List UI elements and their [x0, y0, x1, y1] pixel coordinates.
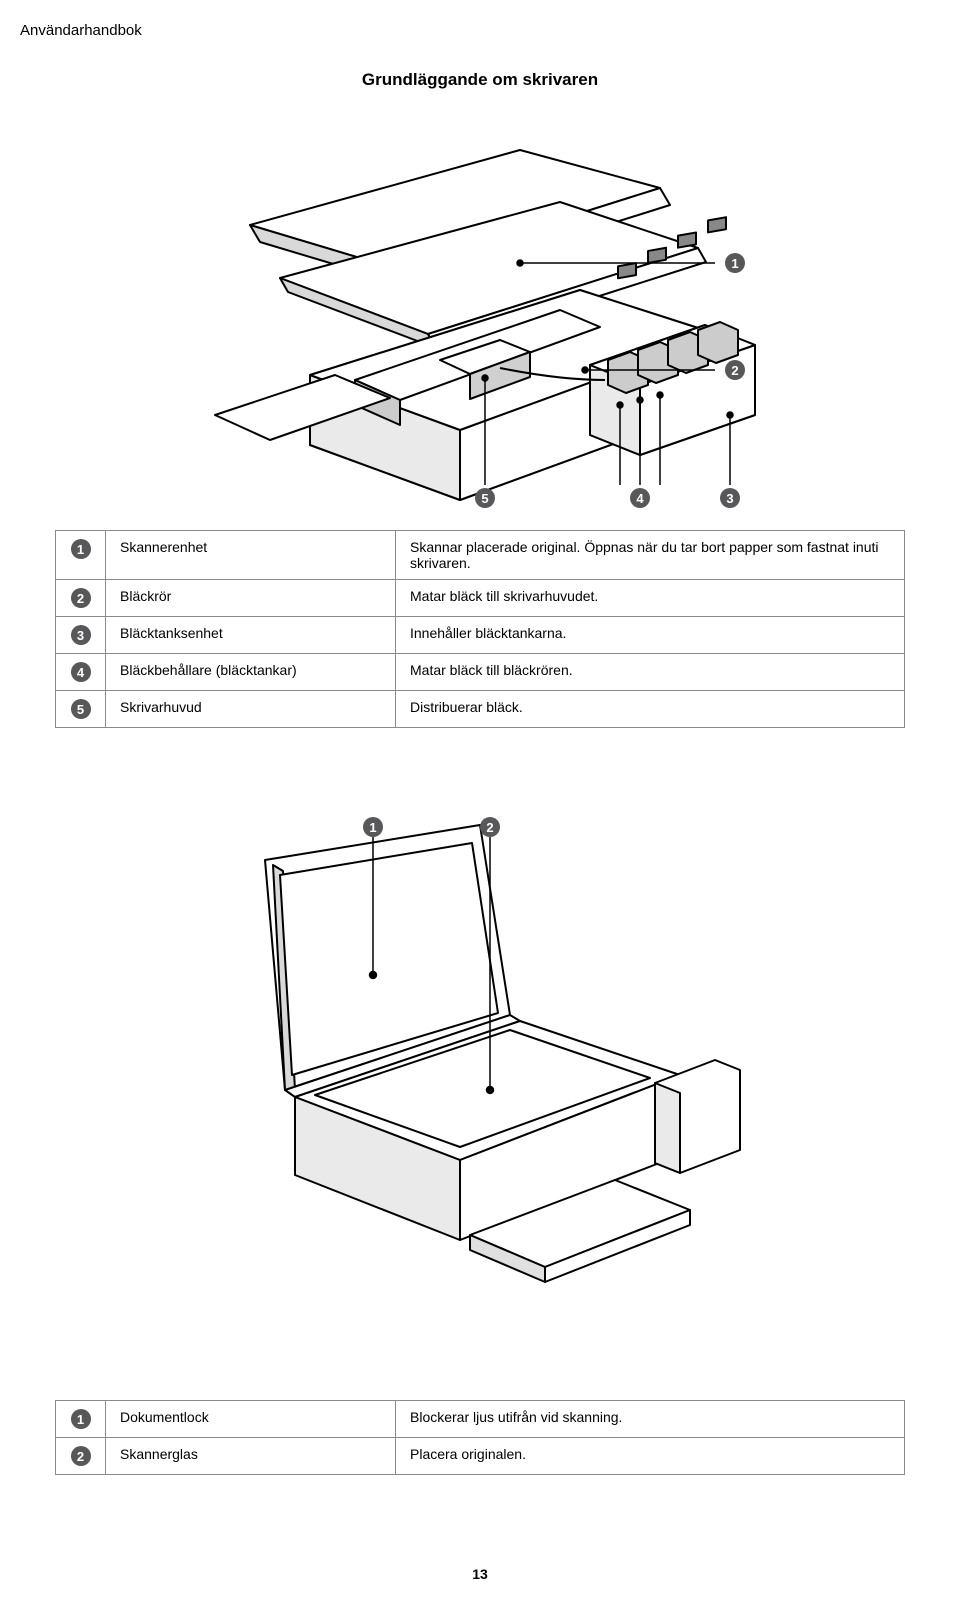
table-row: 4 Bläckbehållare (bläcktankar) Matar blä… — [56, 654, 905, 691]
part-desc: Innehåller bläcktankarna. — [396, 617, 905, 654]
parts-table-1: 1 Skannerenhet Skannar placerade origina… — [55, 530, 905, 728]
callout-3: 3 — [720, 488, 740, 508]
part-desc: Skannar placerade original. Öppnas när d… — [396, 531, 905, 580]
part-desc: Distribuerar bläck. — [396, 691, 905, 728]
table-row: 3 Bläcktanksenhet Innehåller bläcktankar… — [56, 617, 905, 654]
part-desc: Blockerar ljus utifrån vid skanning. — [396, 1401, 905, 1438]
table-row: 1 Dokumentlock Blockerar ljus utifrån vi… — [56, 1401, 905, 1438]
row-num: 2 — [71, 588, 91, 608]
row-num: 4 — [71, 662, 91, 682]
part-name: Skrivarhuvud — [106, 691, 396, 728]
header-top: Användarhandbok — [20, 22, 142, 39]
table-row: 5 Skrivarhuvud Distribuerar bläck. — [56, 691, 905, 728]
scanner-svg — [210, 815, 750, 1345]
row-num: 1 — [71, 1409, 91, 1429]
table-row: 1 Skannerenhet Skannar placerade origina… — [56, 531, 905, 580]
table-row: 2 Skannerglas Placera originalen. — [56, 1438, 905, 1475]
part-desc: Placera originalen. — [396, 1438, 905, 1475]
callout-2: 2 — [725, 360, 745, 380]
part-name: Bläckbehållare (bläcktankar) — [106, 654, 396, 691]
row-num: 1 — [71, 539, 91, 559]
table-row: 2 Bläckrör Matar bläck till skrivarhuvud… — [56, 580, 905, 617]
row-num: 5 — [71, 699, 91, 719]
part-desc: Matar bläck till skrivarhuvudet. — [396, 580, 905, 617]
part-name: Bläckrör — [106, 580, 396, 617]
parts-table-2: 1 Dokumentlock Blockerar ljus utifrån vi… — [55, 1400, 905, 1475]
printer-open-svg — [160, 130, 800, 510]
header-section-title: Grundläggande om skrivaren — [0, 70, 960, 90]
callout-4: 4 — [630, 488, 650, 508]
callout-1: 1 — [725, 253, 745, 273]
part-name: Skannerenhet — [106, 531, 396, 580]
printer-diagram-scanner: 1 2 — [210, 815, 750, 1345]
row-num: 3 — [71, 625, 91, 645]
callout-5: 5 — [475, 488, 495, 508]
callout-1-scanner: 1 — [363, 817, 383, 837]
callout-2-scanner: 2 — [480, 817, 500, 837]
printer-diagram-open: 1 2 3 4 5 — [160, 130, 800, 510]
row-num: 2 — [71, 1446, 91, 1466]
page-number: 13 — [0, 1566, 960, 1582]
part-name: Skannerglas — [106, 1438, 396, 1475]
part-name: Dokumentlock — [106, 1401, 396, 1438]
part-name: Bläcktanksenhet — [106, 617, 396, 654]
part-desc: Matar bläck till bläckrören. — [396, 654, 905, 691]
